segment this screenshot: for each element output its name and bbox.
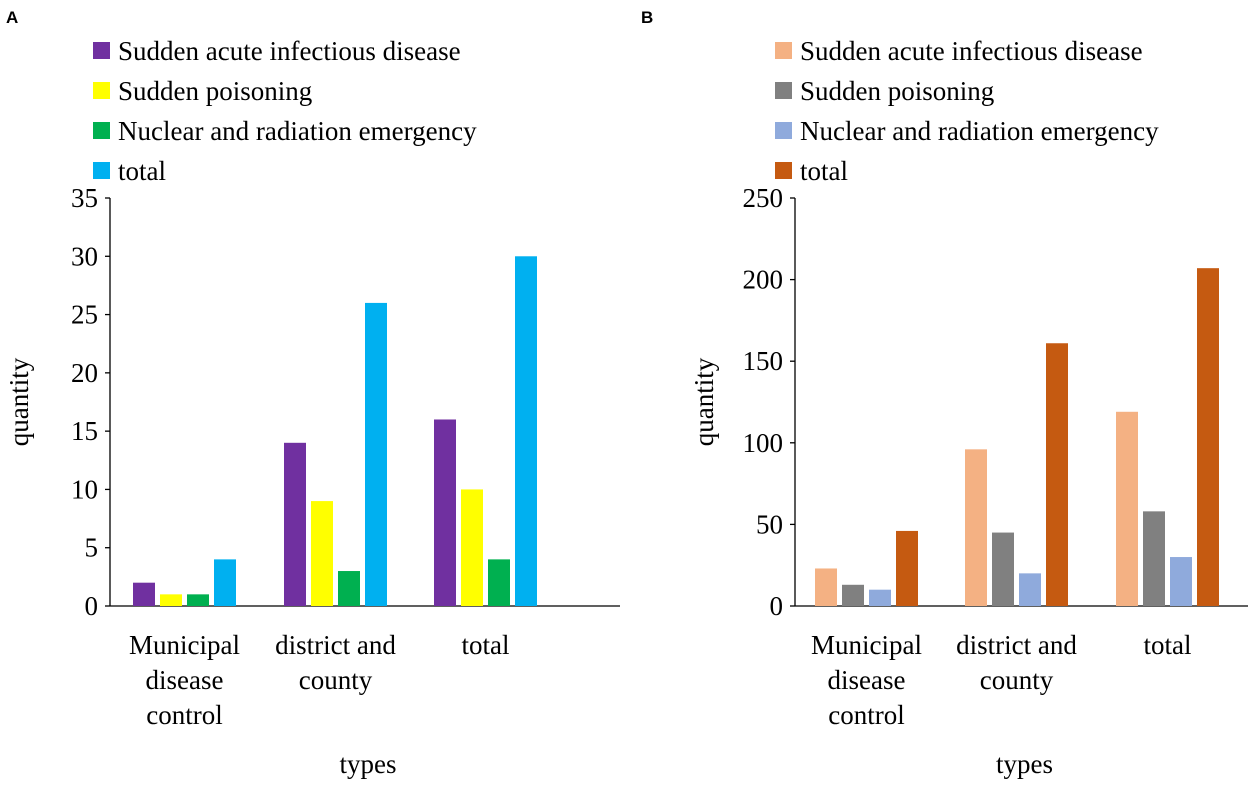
chart-b-y-tick-label-1: 50 bbox=[756, 509, 783, 539]
chart-a-bar-1-2 bbox=[338, 571, 360, 606]
chart-a-legend-label-2: Nuclear and radiation emergency bbox=[118, 116, 477, 146]
chart-a-legend-swatch-1 bbox=[93, 82, 110, 99]
chart-b-category-label-0-2: control bbox=[828, 700, 904, 730]
chart-a-y-tick-label-3: 15 bbox=[71, 416, 98, 446]
chart-a-bar-0-3 bbox=[214, 559, 236, 606]
chart-b-legend-label-3: total bbox=[800, 156, 848, 186]
chart-b-legend-swatch-0 bbox=[775, 42, 792, 59]
chart-b-bar-1-3 bbox=[1046, 343, 1068, 606]
chart-b-category-label-0-0: Municipal bbox=[811, 630, 922, 660]
chart-b-legend-label-1: Sudden poisoning bbox=[800, 76, 994, 106]
chart-a-category-label-0-0: Municipal bbox=[129, 630, 240, 660]
chart-a-y-tick-label-6: 30 bbox=[71, 241, 98, 271]
chart-a-bar-2-2 bbox=[488, 559, 510, 606]
chart-a-y-tick-label-7: 35 bbox=[71, 183, 98, 213]
chart-b-category-label-0-1: disease bbox=[828, 665, 906, 695]
chart-b-y-tick-label-4: 200 bbox=[743, 265, 784, 295]
chart-a-bar-0-1 bbox=[160, 594, 182, 606]
chart-a-category-label-2-0: total bbox=[462, 630, 510, 660]
chart-b-y-tick-label-5: 250 bbox=[743, 183, 784, 213]
chart-a-category-label-1-0: district and bbox=[275, 630, 396, 660]
chart-b-bar-2-0 bbox=[1116, 411, 1138, 606]
chart-b-bar-2-2 bbox=[1170, 557, 1192, 606]
chart-b-bar-0-3 bbox=[896, 530, 918, 606]
chart-b-category-label-2-0: total bbox=[1144, 630, 1192, 660]
chart-b-panel-letter: B bbox=[641, 8, 653, 27]
chart-b-bar-0-2 bbox=[869, 589, 891, 606]
chart-b-category-label-1-1: county bbox=[980, 665, 1054, 695]
chart-b-category-label-1-0: district and bbox=[956, 630, 1077, 660]
chart-b-bar-1-0 bbox=[965, 449, 987, 606]
chart-a-y-tick-label-2: 10 bbox=[71, 474, 98, 504]
chart-panel-b: B Sudden acute infectious disease Sudden p… bbox=[641, 8, 1248, 779]
chart-a-category-label-0-2: control bbox=[146, 700, 222, 730]
chart-b-y-tick-label-2: 100 bbox=[743, 428, 784, 458]
chart-a-legend-swatch-3 bbox=[93, 162, 110, 179]
chart-a-y-tick-label-0: 0 bbox=[85, 591, 99, 621]
chart-a-bar-1-3 bbox=[365, 302, 387, 606]
chart-b-y-tick-label-3: 150 bbox=[743, 346, 784, 376]
chart-a-y-tick-label-5: 25 bbox=[71, 300, 98, 330]
chart-b-bar-1-1 bbox=[992, 532, 1014, 606]
chart-a-bar-1-1 bbox=[311, 501, 333, 606]
chart-a-legend-label-0: Sudden acute infectious disease bbox=[118, 36, 461, 66]
chart-b-x-axis-title: types bbox=[996, 749, 1053, 779]
chart-b-bar-2-3 bbox=[1197, 268, 1219, 606]
chart-b-y-tick-label-0: 0 bbox=[770, 591, 784, 621]
chart-b-legend-swatch-1 bbox=[775, 82, 792, 99]
chart-b-legend-swatch-3 bbox=[775, 162, 792, 179]
chart-b-bar-2-1 bbox=[1143, 511, 1165, 606]
chart-b-legend-label-2: Nuclear and radiation emergency bbox=[800, 116, 1159, 146]
chart-a-legend-swatch-0 bbox=[93, 42, 110, 59]
chart-a-legend-label-1: Sudden poisoning bbox=[118, 76, 312, 106]
chart-a-panel-letter: A bbox=[6, 8, 18, 27]
chart-b-bar-0-0 bbox=[815, 568, 837, 606]
chart-a-x-axis-title: types bbox=[340, 749, 397, 779]
chart-a-y-axis-title: quantity bbox=[4, 357, 34, 446]
chart-a-bar-2-0 bbox=[434, 419, 456, 606]
chart-b-bar-0-1 bbox=[842, 584, 864, 606]
chart-a-bar-2-3 bbox=[515, 256, 537, 606]
chart-a-category-label-1-1: county bbox=[299, 665, 373, 695]
chart-b-legend-label-0: Sudden acute infectious disease bbox=[800, 36, 1143, 66]
chart-a-legend-swatch-2 bbox=[93, 122, 110, 139]
chart-b-bar-1-2 bbox=[1019, 573, 1041, 606]
chart-a-category-label-0-1: disease bbox=[146, 665, 224, 695]
chart-a-bar-2-1 bbox=[461, 489, 483, 606]
chart-panel-a: A Sudden acute infectious disease Sudden p… bbox=[4, 8, 620, 779]
chart-a-y-tick-label-4: 20 bbox=[71, 358, 98, 388]
chart-a-bar-1-0 bbox=[284, 442, 306, 606]
chart-a-bar-0-0 bbox=[133, 582, 155, 606]
chart-a-legend-label-3: total bbox=[118, 156, 166, 186]
chart-b-legend-swatch-2 bbox=[775, 122, 792, 139]
chart-a-y-tick-label-1: 5 bbox=[85, 533, 99, 563]
chart-a-bar-0-2 bbox=[187, 594, 209, 606]
chart-b-y-axis-title: quantity bbox=[689, 357, 719, 446]
